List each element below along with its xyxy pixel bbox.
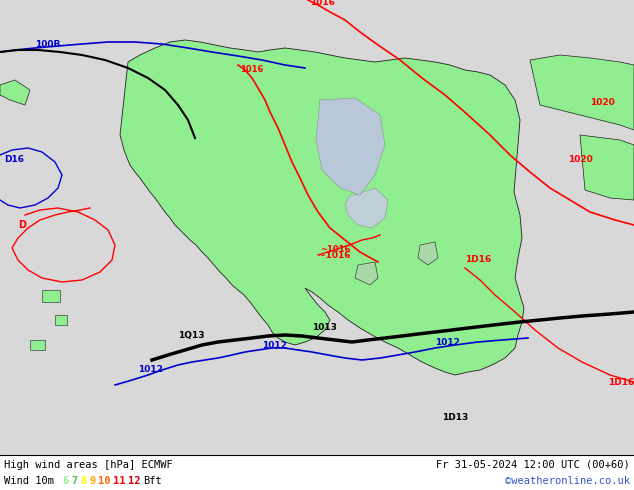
Text: High wind areas [hPa] ECMWF: High wind areas [hPa] ECMWF <box>4 460 172 470</box>
Text: 1016: 1016 <box>240 65 263 74</box>
Text: 7: 7 <box>71 476 77 486</box>
Text: 1D16: 1D16 <box>608 378 634 387</box>
Text: 1013: 1013 <box>312 323 337 332</box>
Polygon shape <box>345 188 388 228</box>
Polygon shape <box>0 80 30 105</box>
Polygon shape <box>316 98 385 195</box>
Text: D16: D16 <box>4 155 24 164</box>
Text: D: D <box>18 220 26 230</box>
Text: 100B: 100B <box>35 40 60 49</box>
Polygon shape <box>580 135 634 200</box>
Text: ~1016: ~1016 <box>318 251 351 260</box>
Text: Fr 31-05-2024 12:00 UTC (00+60): Fr 31-05-2024 12:00 UTC (00+60) <box>436 460 630 470</box>
Text: 11: 11 <box>113 476 126 486</box>
Text: 1Q13: 1Q13 <box>178 331 205 340</box>
Text: 1012: 1012 <box>138 365 163 374</box>
Polygon shape <box>530 55 634 130</box>
Text: 12: 12 <box>128 476 141 486</box>
Text: 8: 8 <box>80 476 86 486</box>
Polygon shape <box>55 315 67 325</box>
Polygon shape <box>418 242 438 265</box>
Text: 1D16: 1D16 <box>465 255 491 264</box>
Text: 1016: 1016 <box>310 0 335 7</box>
Text: 6: 6 <box>62 476 68 486</box>
Text: ~1016: ~1016 <box>320 245 351 254</box>
Text: 1D13: 1D13 <box>442 413 469 422</box>
Text: 9: 9 <box>89 476 95 486</box>
Polygon shape <box>120 40 524 375</box>
Text: 1020: 1020 <box>568 155 593 164</box>
Text: ©weatheronline.co.uk: ©weatheronline.co.uk <box>505 476 630 486</box>
Polygon shape <box>30 340 45 350</box>
Text: 1012: 1012 <box>435 338 460 347</box>
Text: 1012: 1012 <box>262 341 287 350</box>
Polygon shape <box>42 290 60 302</box>
Polygon shape <box>355 262 378 285</box>
Text: Bft: Bft <box>143 476 162 486</box>
Polygon shape <box>0 0 634 455</box>
Text: Wind 10m: Wind 10m <box>4 476 54 486</box>
Polygon shape <box>0 455 634 490</box>
Text: 1020: 1020 <box>590 98 615 107</box>
Text: 10: 10 <box>98 476 110 486</box>
